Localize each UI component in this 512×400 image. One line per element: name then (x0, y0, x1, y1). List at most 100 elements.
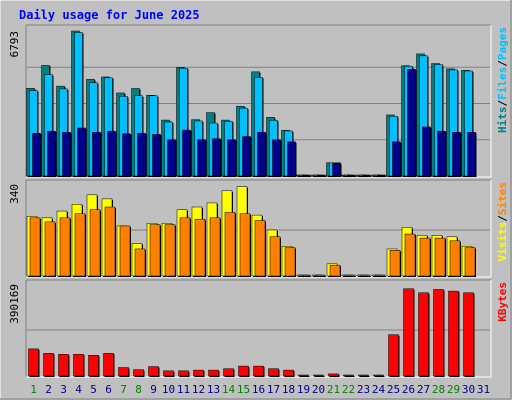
bar-pages-day-10 (167, 139, 176, 177)
bar-shadow (346, 276, 356, 277)
bar-kbytes-day-1 (28, 348, 39, 377)
bar-kbytes-day-17 (268, 368, 279, 377)
day-label-17: 17 (267, 383, 280, 396)
legend-entry: / (496, 215, 509, 222)
bar-kbytes-day-6 (103, 353, 114, 377)
bar-pages-day-26 (407, 69, 416, 177)
legend-entry: Hits (496, 107, 509, 134)
day-label-28: 28 (432, 383, 445, 396)
day-label-13: 13 (207, 383, 220, 396)
bar-pages-day-25 (392, 141, 401, 177)
panel-kbytes: 390169 KBytes (8, 279, 509, 378)
bar-sites-day-9 (149, 224, 161, 277)
bar-sites-day-29 (449, 240, 461, 277)
bar-pages-day-15 (242, 136, 251, 177)
day-label-19: 19 (297, 383, 310, 396)
bar-sites-day-25 (389, 250, 401, 277)
bar-shadow (374, 376, 385, 377)
day-label-7: 7 (120, 383, 127, 396)
legend-entry: Files (496, 67, 509, 100)
chart-panels: 6793Hits/Files/Pages340Visits/Sites39016… (8, 24, 509, 378)
panel-visits-sites: 340 Visits/Sites (8, 179, 509, 278)
day-label-20: 20 (312, 383, 325, 396)
bar-sites-day-12 (194, 218, 206, 277)
day-label-6: 6 (105, 383, 112, 396)
bar-kbytes-day-4 (73, 354, 84, 377)
bar-pages-day-14 (227, 139, 236, 177)
series-sites (29, 206, 476, 277)
series-pages (32, 69, 477, 177)
bar-sites-day-19 (299, 274, 311, 277)
day-label-11: 11 (177, 383, 190, 396)
bar-pages-day-13 (212, 138, 221, 177)
bar-sites-day-3 (59, 217, 71, 277)
bar-sites-day-18 (284, 247, 296, 277)
bar-sites-day-24 (374, 274, 386, 277)
chart-title: Daily usage for June 2025 (19, 8, 200, 22)
bar-kbytes-day-19 (298, 374, 309, 377)
day-label-29: 29 (447, 383, 460, 396)
bar-kbytes-day-14 (223, 368, 234, 377)
bar-pages-day-18 (287, 141, 296, 177)
bar-sites-day-16 (254, 220, 266, 277)
bar-sites-day-28 (434, 237, 446, 277)
day-label-24: 24 (372, 383, 386, 396)
bar-kbytes-day-28 (433, 289, 444, 377)
bar-shadow (361, 276, 371, 277)
bar-kbytes-day-21 (328, 373, 339, 377)
legend-entry: Visits (496, 222, 509, 262)
day-label-22: 22 (342, 383, 355, 396)
bar-shadow (363, 176, 372, 177)
bar-pages-day-4 (77, 127, 86, 177)
bar-pages-day-16 (257, 131, 266, 177)
legend-entry: Pages (496, 27, 509, 60)
bar-kbytes-day-13 (208, 369, 219, 377)
bar-sites-day-7 (119, 225, 131, 277)
bar-kbytes-day-22 (343, 374, 354, 377)
bar-shadow (359, 376, 370, 377)
bar-kbytes-day-26 (403, 288, 414, 377)
bar-shadow (376, 276, 386, 277)
bar-kbytes-day-11 (178, 370, 189, 377)
bar-sites-day-14 (224, 212, 236, 277)
y-max-tick-label: 340 (8, 184, 21, 204)
bar-shadow (378, 176, 387, 177)
bar-kbytes-day-30 (463, 292, 474, 377)
bar-sites-day-1 (29, 217, 41, 277)
bar-kbytes-day-10 (163, 370, 174, 377)
bar-sites-day-23 (359, 274, 371, 277)
bar-pages-day-23 (362, 174, 371, 177)
bar-shadow (299, 376, 310, 377)
bar-pages-day-30 (467, 131, 476, 177)
bar-kbytes-day-7 (118, 367, 129, 377)
bar-sites-day-4 (74, 213, 86, 277)
bar-kbytes-day-8 (133, 369, 144, 377)
bar-kbytes-day-18 (283, 369, 294, 377)
bar-kbytes-day-5 (88, 355, 99, 377)
series-legend: Visits/Sites (496, 182, 509, 262)
bar-sites-day-13 (209, 217, 221, 277)
bar-shadow (301, 276, 311, 277)
bar-sites-day-26 (404, 233, 416, 277)
day-label-30: 30 (462, 383, 475, 396)
bar-pages-day-27 (422, 126, 431, 177)
bar-kbytes-day-15 (238, 365, 249, 377)
day-label-15: 15 (237, 383, 250, 396)
legend-entry: / (496, 60, 509, 67)
x-axis-day-labels: 1 2 3 4 5 6 7 8 9 10 11 12 13 14 15 16 17 18 19 20 21 22 23 24 2… (30, 383, 490, 396)
bar-pages-day-28 (437, 130, 446, 177)
bar-sites-day-11 (179, 217, 191, 277)
bar-kbytes-day-2 (43, 353, 54, 377)
day-label-25: 25 (387, 383, 400, 396)
bar-shadow (314, 376, 325, 377)
bar-sites-day-20 (314, 274, 326, 277)
day-label-8: 8 (135, 383, 142, 396)
day-label-27: 27 (417, 383, 430, 396)
y-max-tick-label: 6793 (8, 31, 21, 58)
bar-pages-day-1 (32, 133, 41, 177)
legend-entry: Sites (496, 182, 509, 215)
bar-pages-day-5 (92, 131, 101, 177)
bar-sites-day-6 (104, 206, 116, 277)
